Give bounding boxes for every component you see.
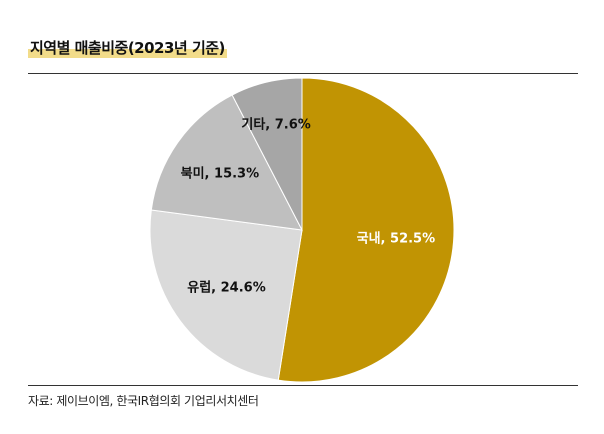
pie-slice-1 [277,77,455,383]
slice-label-3: 북미, 15.3% [181,165,260,181]
pie-slice-3 [150,94,303,231]
top-divider [28,73,578,74]
slice-label-4: 기타, 7.6% [241,117,310,133]
pie-slice-4 [231,77,303,231]
pie-slice-2 [149,209,303,381]
slice-label-1: 국내, 52.5% [357,230,436,246]
chart-title: 지역별 매출비중(2023년 기준) [28,38,227,58]
source-note: 자료: 제이브이엠, 한국IR협의회 기업리서치센터 [28,394,259,408]
slice-label-2: 유럽, 24.6% [187,280,266,295]
bottom-divider [28,385,578,386]
